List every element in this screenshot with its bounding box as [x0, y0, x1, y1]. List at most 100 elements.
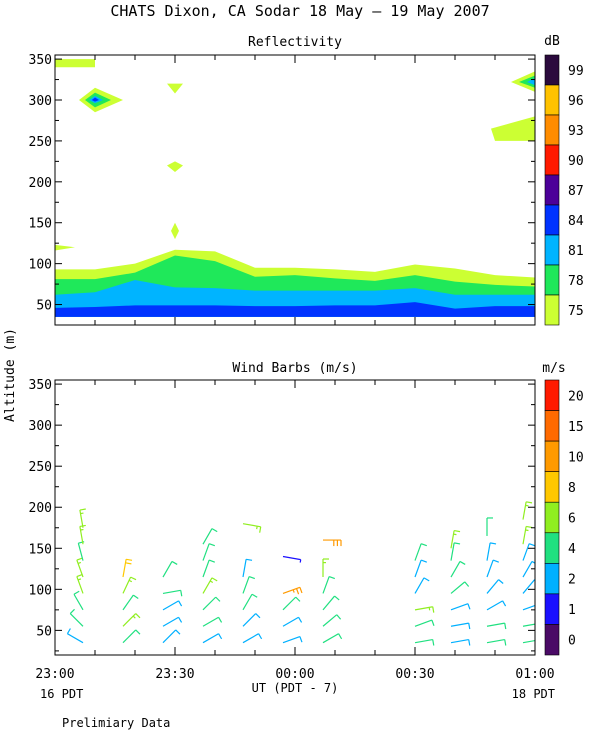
wind-barb — [486, 542, 497, 561]
colorbar-swatch — [544, 379, 560, 411]
wind-barb — [242, 575, 255, 594]
x-tick-label: 23:00 — [35, 667, 74, 682]
y-tick-label: 150 — [29, 542, 52, 557]
reflectivity-colorbar-label: dB — [544, 34, 560, 49]
wind-barb — [79, 524, 86, 545]
wind-barbs-axis-ticks: 50 100 150 200 250 300 350 — [29, 378, 536, 655]
colorbar-swatch — [544, 264, 560, 296]
wind-barb — [450, 560, 466, 578]
wind-barb — [77, 541, 85, 561]
wind-barb — [414, 606, 435, 613]
colorbar-tick-label: 15 — [568, 420, 584, 435]
reflectivity-layer-84 — [55, 302, 535, 317]
wind-barb — [242, 523, 262, 533]
x-tick-label: 00:00 — [275, 667, 314, 682]
colorbar-swatch — [544, 294, 560, 326]
y-tick-label: 300 — [29, 419, 52, 434]
wind-barb — [202, 596, 221, 611]
wind-barb — [73, 590, 84, 611]
wind-barb — [486, 579, 504, 594]
colorbar-swatch — [544, 144, 560, 176]
wind-barb — [322, 575, 335, 594]
reflectivity-patch — [519, 75, 535, 88]
wind-barb — [486, 638, 507, 646]
wind-barb — [282, 586, 303, 595]
colorbar-tick-label: 8 — [568, 481, 576, 496]
wind-barb — [486, 517, 493, 536]
wind-barbs-frame — [54, 379, 536, 656]
wind-barb — [122, 558, 133, 578]
wind-barb — [242, 593, 258, 611]
wind-barb — [69, 608, 84, 627]
wind-barb — [202, 559, 215, 578]
wind-barb — [450, 638, 471, 646]
footnote: Prelimiary Data — [62, 716, 170, 730]
reflectivity-patch — [167, 83, 183, 94]
y-tick-label: 250 — [29, 135, 52, 150]
y-tick-label: 100 — [29, 583, 52, 598]
wind-barb — [282, 596, 301, 611]
reflectivity-title: Reflectivity — [248, 35, 342, 50]
colorbar-tick-label: 20 — [568, 389, 584, 404]
y-tick-label: 350 — [29, 53, 52, 68]
colorbar-swatch — [544, 501, 560, 534]
colorbar-swatch — [544, 593, 560, 625]
wind-barb — [322, 558, 329, 578]
wind-barb — [282, 616, 303, 627]
wind-barb — [486, 559, 499, 578]
wind-barb — [322, 595, 340, 611]
y-tick-label: 150 — [29, 217, 52, 232]
wind-barb — [522, 623, 535, 627]
colorbar-swatch — [544, 204, 560, 236]
colorbar-tick-label: 75 — [568, 304, 584, 319]
y-tick-label: 350 — [29, 378, 52, 393]
colorbar-swatch — [544, 174, 560, 206]
wind-barbs-title: Wind Barbs (m/s) — [232, 361, 357, 376]
wind-barb — [450, 581, 470, 594]
wind-barb — [522, 604, 535, 611]
wind-barb — [522, 525, 533, 545]
wind-barb — [76, 557, 84, 578]
wind-barb — [242, 633, 263, 644]
wind-barb — [242, 558, 253, 578]
colorbar-tick-label: 6 — [568, 512, 576, 527]
wind-barb — [450, 603, 471, 611]
wind-barb — [66, 628, 84, 644]
colorbar-tick-label: 90 — [568, 154, 584, 169]
wind-barb — [202, 543, 215, 561]
wind-barb — [76, 573, 84, 594]
y-axis-label: Altitude (m) — [3, 328, 18, 422]
reflectivity-patch — [55, 244, 75, 251]
y-tick-label: 200 — [29, 501, 52, 516]
colorbar-tick-label: 2 — [568, 573, 576, 588]
wind-barb — [122, 629, 141, 644]
wind-barb — [486, 622, 507, 630]
wind-barb — [242, 613, 261, 627]
figure-title: CHATS Dixon, CA Sodar 18 May — 19 May 20… — [110, 2, 489, 20]
colorbar-swatch — [544, 563, 560, 595]
wind-barb — [522, 639, 535, 644]
wind-barb — [162, 589, 183, 597]
y-tick-label: 100 — [29, 258, 52, 273]
reflectivity-patch — [55, 59, 95, 68]
wind-barb — [162, 560, 178, 578]
colorbar-swatch — [544, 114, 560, 146]
y-tick-label: 50 — [36, 299, 52, 314]
colorbar-tick-label: 84 — [568, 214, 584, 229]
y-tick-label: 250 — [29, 460, 52, 475]
wind-barb — [162, 600, 183, 611]
x-tick-label: 23:30 — [155, 667, 194, 682]
wind-barb — [450, 622, 471, 630]
x-tick-label: 00:30 — [395, 667, 434, 682]
colorbar-swatch — [544, 532, 560, 564]
wind-barbs-plot-area — [66, 501, 535, 646]
colorbar-tick-label: 81 — [568, 244, 584, 259]
wind-barb — [122, 613, 141, 627]
wind-barb — [414, 543, 427, 561]
colorbar-tick-label: 93 — [568, 124, 584, 139]
wind-barb — [282, 635, 303, 644]
wind-barb — [522, 543, 535, 561]
